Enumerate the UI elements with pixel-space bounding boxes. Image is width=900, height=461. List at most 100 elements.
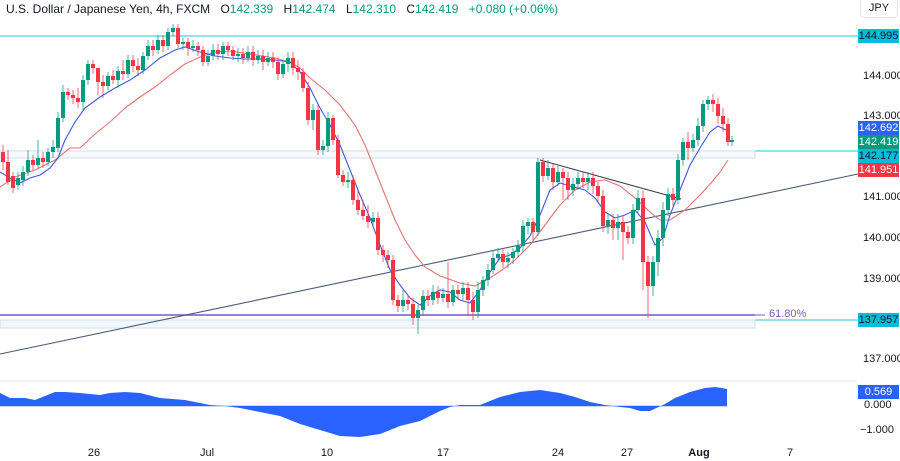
low-value: 142.310 — [352, 2, 397, 16]
candle-up — [421, 296, 425, 310]
candle-down — [261, 56, 265, 62]
candle-down — [201, 50, 205, 62]
candle-down — [131, 60, 135, 66]
candle-down — [231, 50, 235, 56]
candle-up — [586, 178, 590, 182]
candle-up — [106, 76, 110, 86]
candle-up — [461, 288, 465, 294]
change-value: +0.080 (+0.06%) — [468, 2, 559, 16]
candle-up — [576, 178, 580, 184]
candle-up — [656, 238, 660, 262]
candle-up — [256, 56, 260, 60]
candle-down — [686, 142, 690, 148]
candle-up — [416, 310, 420, 318]
candle-down — [336, 140, 340, 175]
candle-down — [721, 116, 725, 124]
candle-up — [706, 100, 710, 104]
candle-up — [61, 92, 65, 118]
candle-up — [526, 222, 530, 226]
candle-down — [136, 66, 140, 70]
price-tag-resistance-mid: 142.177 — [858, 149, 899, 163]
close-value: 142.419 — [415, 2, 459, 16]
candle-down — [381, 250, 385, 255]
descending-trendline[interactable] — [539, 159, 682, 200]
candle-up — [81, 80, 85, 102]
ema-slow-line — [0, 50, 729, 287]
candle-up — [491, 258, 495, 270]
candle-up — [156, 40, 160, 50]
candle-up — [326, 118, 330, 146]
candle-up — [146, 46, 150, 56]
time-tick: 7 — [786, 447, 794, 459]
candle-up — [371, 218, 375, 222]
price-tick: 137.000 — [863, 353, 900, 365]
oscillator-tick: 0.000 — [864, 399, 892, 411]
candle-down — [716, 104, 720, 116]
candle-up — [486, 270, 490, 280]
candle-up — [431, 292, 435, 300]
candle-up — [26, 160, 30, 172]
candle-down — [561, 172, 565, 178]
candle-down — [111, 76, 115, 80]
candle-down — [396, 300, 400, 306]
candle-up — [676, 160, 680, 200]
candle-down — [596, 186, 600, 196]
candle-down — [31, 160, 35, 165]
resistance-zone[interactable] — [0, 150, 756, 159]
candle-down — [426, 296, 430, 300]
symbol-title: U.S. Dollar / Japanese Yen, 4h, FXCM — [6, 2, 211, 16]
candle-down — [351, 180, 355, 200]
candle-down — [391, 260, 395, 300]
candle-down — [456, 290, 460, 294]
candle-up — [681, 142, 685, 160]
candle-up — [86, 64, 90, 80]
candle-down — [646, 262, 650, 286]
candle-up — [516, 246, 520, 252]
candle-down — [641, 198, 645, 262]
price-tick: 141.000 — [863, 191, 900, 203]
candle-up — [661, 210, 665, 238]
candle-down — [436, 292, 440, 298]
ascending-trendline[interactable] — [0, 173, 859, 355]
candle-up — [571, 184, 575, 190]
oscillator-area — [0, 387, 727, 437]
support-zone[interactable] — [0, 319, 756, 329]
candle-down — [161, 40, 165, 46]
candle-up — [51, 147, 55, 152]
candle-up — [56, 118, 60, 148]
candle-up — [556, 172, 560, 182]
candle-down — [621, 222, 625, 232]
candle-down — [76, 98, 80, 102]
candle-down — [96, 68, 100, 82]
candle-down — [71, 95, 75, 98]
candle-down — [176, 28, 180, 44]
candle-up — [16, 178, 20, 185]
fib-level-label: 61.80% — [769, 308, 807, 320]
candle-up — [36, 158, 40, 165]
price-tag-ema-fast: 142.692 — [858, 121, 899, 135]
candle-down — [466, 288, 470, 300]
candle-down — [316, 110, 320, 150]
candle-up — [696, 126, 700, 140]
symbol-legend[interactable]: U.S. Dollar / Japanese Yen, 4h, FXCM O14… — [6, 1, 558, 17]
candle-down — [366, 216, 370, 222]
candle-down — [226, 46, 230, 50]
candle-up — [506, 258, 510, 262]
candle-down — [501, 254, 505, 262]
time-tick: 26 — [87, 447, 101, 459]
candle-down — [356, 200, 360, 210]
candle-down — [361, 210, 365, 216]
time-tick: Jul — [199, 447, 215, 459]
time-tick: 17 — [436, 447, 450, 459]
price-tag-support-bottom: 137.957 — [858, 313, 899, 327]
candle-down — [6, 162, 10, 182]
currency-selector[interactable]: JPY — [860, 0, 898, 18]
candle-up — [496, 254, 500, 258]
candle-up — [116, 71, 120, 80]
candle-down — [216, 50, 220, 54]
candle-down — [121, 71, 125, 74]
candle-down — [601, 196, 605, 226]
candle-down — [251, 52, 255, 60]
time-tick: Aug — [688, 447, 710, 459]
